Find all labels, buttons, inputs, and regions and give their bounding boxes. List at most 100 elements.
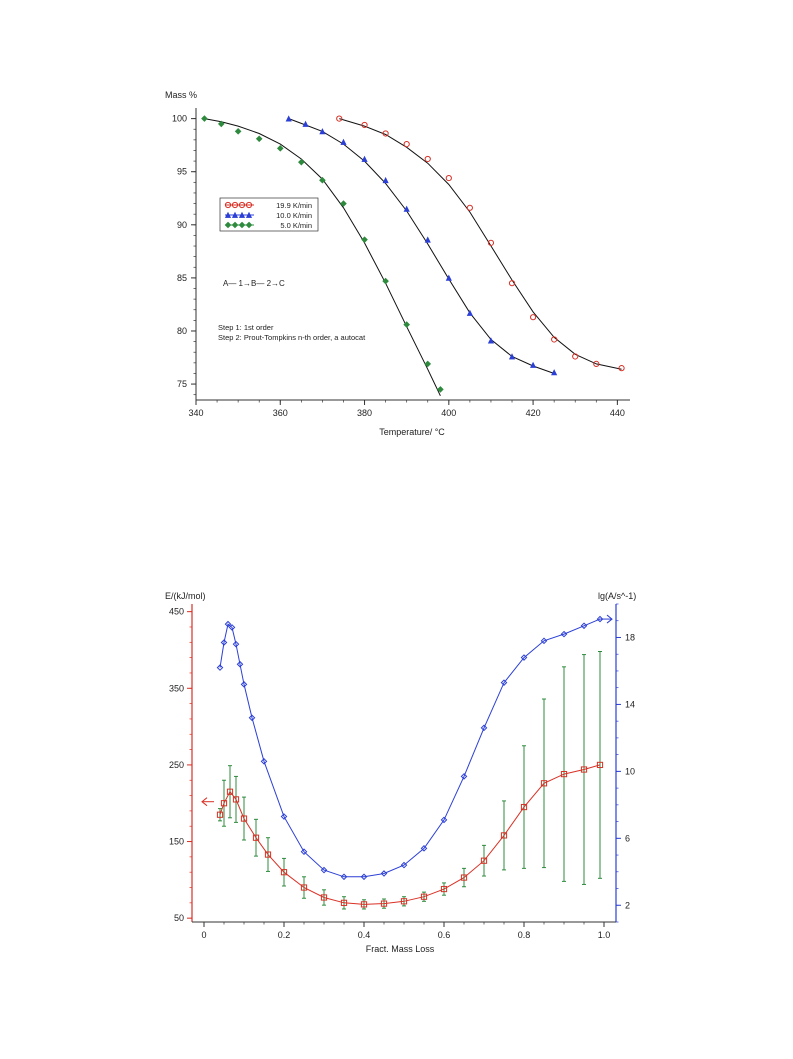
chart2-activation-energy-point (520, 803, 528, 811)
chart1-y-tick-label: 90 (177, 220, 187, 230)
chart1-x-tick-label: 340 (188, 408, 203, 418)
chart2-activation-energy-point (340, 899, 348, 906)
chart1-x-tick-label: 420 (526, 408, 541, 418)
chart1-legend-marker (231, 201, 239, 209)
chart1-y-tick-label: 80 (177, 326, 187, 336)
chart2-x-tick-label: 0.8 (518, 930, 531, 940)
chart2-xlabel: Fract. Mass Loss (366, 944, 435, 954)
chart1-xlabel: Temperature/ °C (379, 427, 445, 437)
chart1-legend-marker (245, 201, 253, 209)
chart2-preexponential-point (400, 861, 408, 869)
chart2-right-axis-arrowhead-icon (606, 614, 613, 624)
chart1-data-point (403, 141, 410, 148)
chart1-legend-label: 10.0 K/min (276, 211, 312, 220)
chart2-preexponential-point (340, 873, 348, 881)
chart1-data-point (466, 309, 473, 316)
chart1-scheme-annotation: A— 1→B— 2→C (223, 279, 285, 288)
chart1-data-point (319, 128, 326, 135)
chart1-data-point (487, 239, 495, 246)
chart2-activation-energy-line (219, 764, 601, 905)
chart2-x-tick-label: 0.4 (358, 930, 371, 940)
chart1-legend-marker (224, 211, 232, 218)
chart1-data-point (340, 138, 347, 145)
chart2-activation-energy-point (232, 796, 240, 803)
chart2-right-tick-label: 18 (625, 632, 635, 642)
chart2-activation-energy-point (252, 834, 260, 841)
chart1-data-point (285, 115, 292, 122)
chart2-preexponential-point (580, 622, 588, 630)
chart2-preexponential-point (224, 620, 232, 628)
chart2-preexponential-point (228, 624, 236, 631)
chart1-x-tick-label: 400 (441, 408, 456, 418)
chart2-activation-energy-point (440, 885, 448, 893)
chart1-data-point (424, 155, 431, 163)
chart1-data-point (445, 174, 452, 182)
chart1-data-point (618, 365, 625, 372)
chart2-right-tick-label: 10 (625, 766, 635, 776)
chart1-x-tick-label: 380 (357, 408, 372, 418)
chart2-preexponential-point (420, 845, 428, 852)
chart1-data-point (508, 280, 516, 287)
chart2-activation-energy-point (500, 832, 508, 839)
chart1-data-point (361, 121, 368, 129)
chart1-data-point (340, 200, 347, 207)
chart2-preexponential-point (540, 637, 548, 645)
chart2-preexponential-point (248, 714, 256, 722)
chart2-left-axis-arrowhead-icon (201, 797, 208, 807)
chart2-activation-energy-point (420, 893, 428, 900)
chart2-preexponential-point (320, 866, 328, 874)
chart2-preexponential-point (440, 816, 448, 824)
chart2-left-tick-label: 50 (174, 913, 184, 923)
chart2-activation-energy-point (300, 884, 308, 891)
chart1-ylabel: Mass % (165, 90, 197, 100)
chart2-left-tick-label: 350 (169, 683, 184, 693)
chart1-fit-curve-1 (288, 118, 555, 374)
chart1-legend-marker (238, 201, 246, 209)
chart2-right-tick-label: 14 (625, 699, 635, 709)
chart2-preexponential-point (460, 773, 468, 780)
chart2-right-tick-label: 6 (625, 833, 630, 843)
chart1-data-point (487, 337, 495, 344)
chart1-data-point (593, 360, 600, 367)
chart1-data-point (319, 176, 326, 184)
chart1-data-point (361, 155, 368, 162)
chart1-legend-marker (238, 211, 246, 218)
chart1-data-point (217, 120, 225, 128)
chart2-activation-energy-point (596, 761, 604, 769)
chart2-activation-energy-point (480, 857, 488, 864)
chart1-data-point (551, 369, 558, 376)
chart2-preexponential-point (232, 640, 240, 648)
chart1-y-tick-label: 75 (177, 379, 187, 389)
chart1-legend-marker (224, 221, 232, 229)
chart2-preexponential-point (236, 660, 244, 668)
chart1-data-point (201, 115, 208, 122)
chart1-data-point (508, 353, 516, 360)
chart1-data-point (403, 205, 410, 212)
chart1-data-point (234, 128, 242, 135)
chart2-x-tick-label: 0.6 (438, 930, 451, 940)
chart2-left-tick-label: 150 (169, 837, 184, 847)
chart2-preexponential-point (240, 681, 248, 688)
chart2-preexponential-point (280, 813, 288, 820)
chart2-left-tick-label: 450 (169, 607, 184, 617)
chart1-legend-label: 5.0 K/min (280, 221, 312, 230)
chart2-preexponential-point (216, 664, 224, 671)
chart2-preexponential-line (219, 618, 601, 878)
chart1-data-point (437, 386, 444, 393)
chart2-preexponential-point (300, 848, 308, 856)
chart2-activation-energy-point (240, 815, 248, 822)
chart1-fit-curve-2 (204, 118, 441, 397)
chart2-ylabel-left: E/(kJ/mol) (165, 591, 206, 601)
chart1-data-point (276, 145, 284, 152)
chart2-preexponential-point (560, 630, 568, 638)
chart2-preexponential-point (500, 679, 508, 686)
chart2-preexponential-point (360, 873, 368, 881)
chart2-preexponential-point (220, 639, 228, 646)
chart1-data-point (382, 176, 389, 184)
chart1-x-tick-label: 440 (610, 408, 625, 418)
chart1-data-point (382, 130, 389, 137)
chart1-data-point (382, 277, 389, 285)
chart1-legend-marker (238, 221, 246, 229)
chart1-data-point (529, 314, 537, 321)
chart1-data-point (424, 236, 431, 243)
